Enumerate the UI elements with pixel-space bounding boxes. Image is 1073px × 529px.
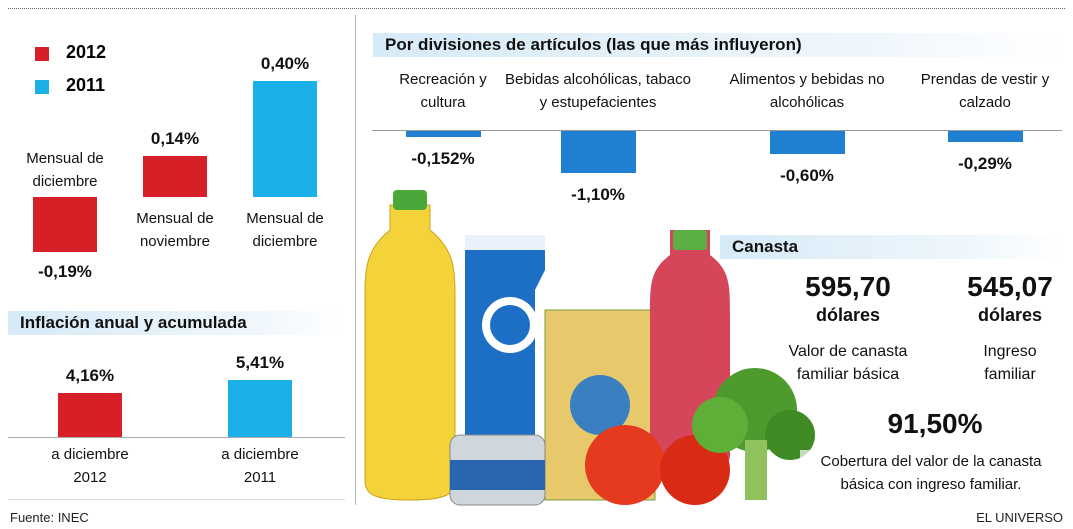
top-rule <box>8 8 1065 9</box>
chart-title: Inflación anual y acumulada <box>8 311 346 335</box>
bar <box>406 131 481 137</box>
bottom-rule <box>8 499 345 500</box>
baseline <box>8 437 345 438</box>
divider <box>355 15 356 505</box>
category-label: Mensual de diciembre <box>230 207 340 253</box>
legend-swatch <box>35 47 49 61</box>
category-label: Recreación y cultura <box>388 68 498 114</box>
category-label: Bebidas alcohólicas, tabaco y estupefaci… <box>503 68 693 114</box>
value-label: -0,60% <box>747 166 867 186</box>
amount: 595,70 <box>768 270 928 304</box>
infographic: 2012-0,19%Mensual de diciembre0,14%Mensu… <box>0 0 1073 529</box>
bar <box>561 131 636 173</box>
value-label: 5,41% <box>200 353 320 373</box>
value-label: -0,152% <box>383 149 503 169</box>
bar <box>143 156 207 197</box>
bar <box>58 393 122 437</box>
category-label: Mensual de diciembre <box>10 147 120 193</box>
legend-label: 2012 <box>66 42 106 63</box>
bar <box>948 131 1023 142</box>
value-label: -0,29% <box>925 154 1045 174</box>
amount-label: Ingreso familiar <box>970 340 1050 386</box>
value-label: 4,16% <box>30 366 150 386</box>
bar <box>33 197 97 252</box>
source: Fuente: INEC <box>10 510 89 525</box>
category-label: Alimentos y bebidas no alcohólicas <box>727 68 887 114</box>
amount: 545,07 <box>930 270 1073 304</box>
brand: EL UNIVERSO <box>976 510 1063 525</box>
product-illustration <box>360 185 830 510</box>
value-label: 0,40% <box>225 54 345 74</box>
bar <box>770 131 845 154</box>
value-label: -0,19% <box>5 262 125 282</box>
category-label: Mensual de noviembre <box>120 207 230 253</box>
legend-swatch <box>35 80 49 94</box>
canasta-title: Canasta <box>720 235 1063 259</box>
category-label: a diciembre 2011 <box>210 443 310 489</box>
amount-unit: dólares <box>950 304 1070 327</box>
amount-unit: dólares <box>788 304 908 327</box>
value-label: -1,10% <box>538 185 658 205</box>
bar <box>228 380 292 437</box>
coverage-label: Cobertura del valor de la canasta básica… <box>800 450 1062 496</box>
category-label: Prendas de vestir y calzado <box>910 68 1060 114</box>
amount-label: Valor de canasta familiar básica <box>773 340 923 386</box>
legend-label: 2011 <box>66 75 105 96</box>
category-label: a diciembre 2012 <box>40 443 140 489</box>
bar <box>253 81 317 197</box>
coverage: 91,50% <box>855 407 1015 441</box>
chart-title: Por divisiones de artículos (las que más… <box>373 33 1063 57</box>
value-label: 0,14% <box>115 129 235 149</box>
